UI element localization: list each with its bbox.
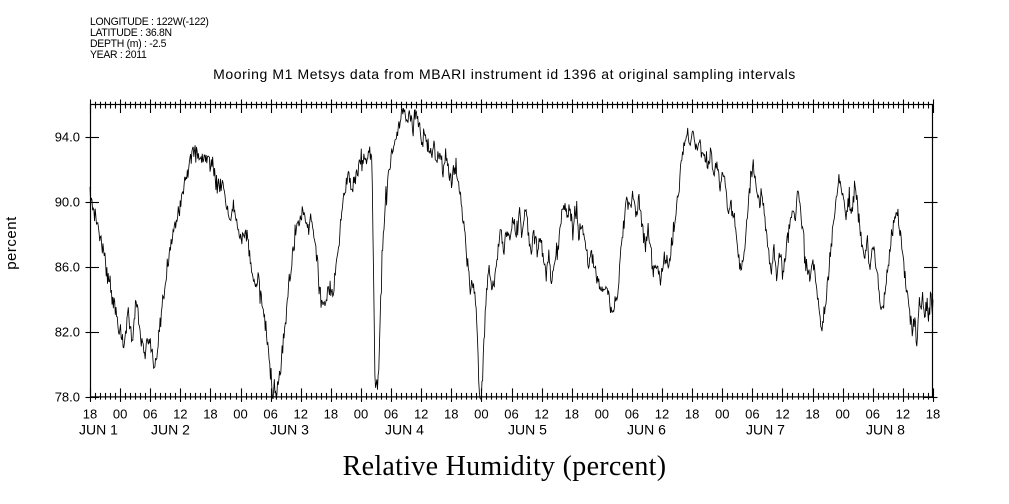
svg-text:JUN 7: JUN 7 xyxy=(746,421,785,437)
svg-text:00: 00 xyxy=(715,406,729,421)
svg-text:94.0: 94.0 xyxy=(55,130,80,145)
svg-text:JUN 2: JUN 2 xyxy=(151,421,190,437)
svg-text:18: 18 xyxy=(444,406,458,421)
svg-text:JUN 4: JUN 4 xyxy=(385,421,424,437)
svg-text:06: 06 xyxy=(384,406,398,421)
svg-text:18: 18 xyxy=(324,406,338,421)
svg-text:00: 00 xyxy=(233,406,247,421)
svg-text:JUN 5: JUN 5 xyxy=(508,421,547,437)
svg-text:06: 06 xyxy=(625,406,639,421)
svg-text:06: 06 xyxy=(504,406,518,421)
svg-text:18: 18 xyxy=(805,406,819,421)
svg-text:06: 06 xyxy=(745,406,759,421)
svg-text:JUN 3: JUN 3 xyxy=(270,421,309,437)
svg-text:06: 06 xyxy=(143,406,157,421)
svg-text:JUN 6: JUN 6 xyxy=(627,421,666,437)
svg-text:00: 00 xyxy=(113,406,127,421)
svg-text:12: 12 xyxy=(173,406,187,421)
svg-text:18: 18 xyxy=(926,406,940,421)
svg-text:12: 12 xyxy=(655,406,669,421)
svg-text:JUN 8: JUN 8 xyxy=(866,421,905,437)
svg-text:90.0: 90.0 xyxy=(55,195,80,210)
svg-text:12: 12 xyxy=(775,406,789,421)
svg-text:00: 00 xyxy=(474,406,488,421)
svg-text:18: 18 xyxy=(685,406,699,421)
svg-text:86.0: 86.0 xyxy=(55,260,80,275)
svg-text:00: 00 xyxy=(835,406,849,421)
svg-text:12: 12 xyxy=(414,406,428,421)
svg-text:82.0: 82.0 xyxy=(55,325,80,340)
svg-text:12: 12 xyxy=(896,406,910,421)
svg-text:06: 06 xyxy=(866,406,880,421)
svg-text:JUN 1: JUN 1 xyxy=(79,421,118,437)
svg-text:12: 12 xyxy=(534,406,548,421)
svg-text:06: 06 xyxy=(263,406,277,421)
svg-text:00: 00 xyxy=(595,406,609,421)
svg-text:18: 18 xyxy=(83,406,97,421)
svg-text:78.0: 78.0 xyxy=(55,390,80,405)
svg-text:18: 18 xyxy=(564,406,578,421)
svg-text:18: 18 xyxy=(203,406,217,421)
svg-text:00: 00 xyxy=(354,406,368,421)
svg-text:12: 12 xyxy=(294,406,308,421)
